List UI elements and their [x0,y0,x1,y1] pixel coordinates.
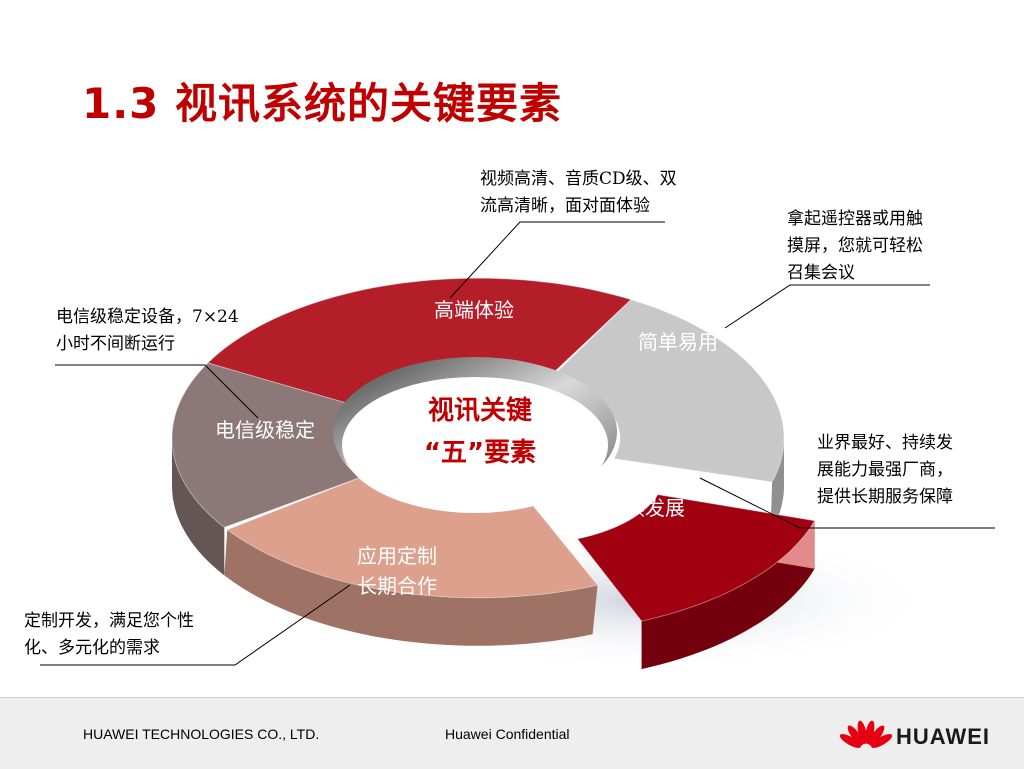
callout-customization: 定制开发，满足您个性 化、多元化的需求 [24,611,194,658]
logo-petal [847,725,864,746]
callout-line-telecom [55,364,259,419]
logo-petal [868,725,885,746]
segment-label-hd-experience: 高端体验 [434,298,514,322]
callout-long-term-support: 业界最好、持续发 展能力最强厂商， 提供长期服务保障 [817,433,953,507]
footer-confidential: Huawei Confidential [445,726,570,742]
huawei-logo: HUAWEI [839,716,1000,756]
segment-label-customization: 应用定制 长期合作 [357,544,437,598]
logo-petal [871,734,893,748]
segment-label-long-term-support: 长期保障 持续发展 [605,466,685,520]
footer-company: HUAWEI TECHNOLOGIES CO., LTD. [83,726,320,742]
segment-side-long-term-support [641,520,815,670]
segment-long-term-support [576,494,816,670]
logo-petal [857,720,867,745]
callout-line-easy [724,284,930,329]
callout-line-custom [40,584,351,666]
segment-side-customization [224,529,598,646]
huawei-petal-icon [839,720,893,748]
segment-easy-to-use [550,299,785,533]
center-label-line-2: “五”要素 [423,438,537,468]
slide-title: 1.3 视讯系统的关键要素 [82,79,563,128]
segment-label-easy-to-use: 简单易用 [638,330,718,354]
ring-hole [342,377,608,513]
five-elements-ring-diagram [40,221,995,670]
segment-top-long-term-support [576,494,816,622]
segment-label-carrier-grade: 电信级稳定 [215,418,315,442]
logo-petal [839,734,861,748]
callout-hd-experience: 视频高清、音质CD级、双 流高清晰，面对面体验 [480,169,677,216]
callout-line-hd [449,221,665,299]
segment-side-easy-to-use [770,438,784,533]
callout-carrier-grade: 电信级稳定设备，7×24 小时不间断运行 [56,307,239,354]
footer-bar: HUAWEI TECHNOLOGIES CO., LTD. Huawei Con… [0,697,1024,769]
callout-line-support [699,477,995,529]
callout-easy-to-use: 拿起遥控器或用触 摸屏，您就可轻松 召集会议 [787,209,923,283]
huawei-logo-text: HUAWEI [896,724,990,749]
center-label-line-1: 视讯关键 [427,396,532,426]
segment-side-carrier-grade [172,438,225,576]
center-label: 视讯关键 “五”要素 [424,390,536,474]
